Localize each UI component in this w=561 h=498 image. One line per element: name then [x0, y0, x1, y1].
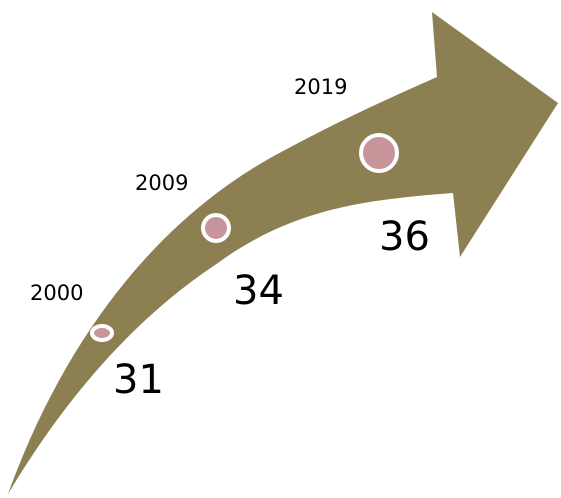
curved-arrow: [8, 12, 558, 494]
milestone-marker-2000: [90, 324, 114, 342]
milestone-value-2000: 31: [113, 357, 164, 403]
milestone-2019: 2019 36: [294, 75, 430, 260]
milestone-value-2019: 36: [379, 214, 430, 260]
milestone-year-2019: 2019: [294, 75, 347, 99]
milestone-value-2009: 34: [233, 268, 284, 314]
milestone-marker-2019: [359, 133, 399, 173]
milestone-marker-2009: [201, 213, 231, 243]
milestone-year-2000: 2000: [30, 281, 83, 305]
milestone-2009: 2009 34: [135, 171, 284, 314]
milestone-2000: 2000 31: [30, 281, 164, 403]
milestone-year-2009: 2009: [135, 171, 188, 195]
